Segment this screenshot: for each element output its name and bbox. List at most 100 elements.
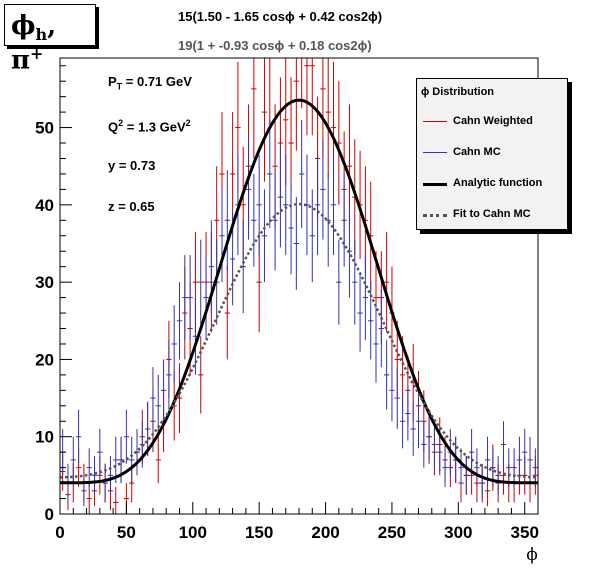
y-tick-label: 50 <box>35 119 54 138</box>
data-point <box>288 181 294 275</box>
data-point <box>522 428 528 476</box>
data-point <box>224 170 230 271</box>
data-point <box>251 58 257 159</box>
y-tick-label: 40 <box>35 196 54 215</box>
info-q2: Q2 = 1.3 GeV2 <box>108 118 191 135</box>
data-point <box>261 189 268 283</box>
data-point <box>383 340 390 410</box>
data-point <box>410 401 416 457</box>
data-point <box>182 255 188 341</box>
data-point <box>405 386 411 441</box>
info-pt: PT = 0.71 GeV <box>108 74 192 92</box>
data-point <box>155 436 161 484</box>
data-point <box>474 448 480 487</box>
data-point <box>484 436 491 484</box>
legend-item-fit-mc: Fit to Cahn MC <box>417 206 567 222</box>
data-point <box>362 255 369 341</box>
legend: ϕ Distribution Cahn Weighted Cahn MC Ana… <box>416 78 568 230</box>
y-tick-label: 20 <box>35 350 54 369</box>
legend-header: ϕ Distribution <box>417 84 567 100</box>
y-tick-label: 10 <box>35 428 54 447</box>
legend-header-label: ϕ Distribution <box>421 86 495 98</box>
data-point <box>399 394 406 449</box>
data-point <box>299 119 305 229</box>
data-point <box>144 401 151 457</box>
data-point <box>336 239 342 325</box>
analytic-fit-formula: 15(1.50 - 1.65 cosϕ + 0.42 cos2ϕ) <box>178 9 383 24</box>
legend-item-analytic: Analytic function <box>417 175 567 191</box>
data-point <box>70 436 76 484</box>
data-point <box>495 456 501 495</box>
data-point <box>309 58 315 136</box>
data-point <box>511 448 517 487</box>
data-point <box>352 239 358 325</box>
data-point <box>293 197 299 290</box>
data-point <box>325 58 331 178</box>
data-point <box>123 409 130 464</box>
data-point <box>500 421 507 468</box>
x-tick-label: 300 <box>444 523 472 542</box>
data-point <box>479 467 485 499</box>
data-point <box>383 231 390 333</box>
data-point <box>160 359 167 422</box>
data-point <box>91 456 98 495</box>
data-point <box>267 57 273 124</box>
data-point <box>320 139 326 240</box>
legend-label: Cahn MC <box>453 146 501 158</box>
legend-swatch-blue <box>423 152 447 153</box>
title-phi: ϕ <box>11 11 36 41</box>
data-point <box>176 282 183 360</box>
legend-label: Cahn Weighted <box>453 115 533 127</box>
legend-swatch-dotted <box>423 214 447 217</box>
data-point <box>458 448 464 487</box>
data-point <box>187 255 193 341</box>
data-point <box>166 340 172 410</box>
y-tick-label: 0 <box>45 505 54 524</box>
data-point <box>431 421 438 468</box>
data-point <box>426 413 432 460</box>
data-point <box>330 154 337 256</box>
data-point <box>468 428 475 476</box>
data-point <box>113 436 119 484</box>
title-sup-plus: + <box>30 44 44 64</box>
data-point <box>378 289 384 368</box>
data-point <box>293 58 299 151</box>
data-point <box>442 448 448 487</box>
data-point <box>304 58 310 136</box>
data-point <box>150 367 156 429</box>
x-tick-label: 50 <box>117 523 136 542</box>
mc-fit-formula: 19(1 + -0.93 cosϕ + 0.18 cos2ϕ) <box>178 38 372 53</box>
data-point <box>421 421 427 468</box>
x-tick-label: 0 <box>55 523 64 542</box>
data-point <box>261 58 268 182</box>
data-point <box>527 436 533 484</box>
x-tick-label: 200 <box>311 523 339 542</box>
data-point <box>113 486 119 514</box>
legend-swatch-black <box>423 183 447 186</box>
data-point <box>463 456 469 495</box>
legend-label: Analytic function <box>453 177 543 189</box>
data-point <box>219 189 225 283</box>
data-point <box>86 448 92 487</box>
legend-swatch-red <box>423 121 447 122</box>
data-point <box>283 154 289 256</box>
data-point <box>506 448 512 487</box>
info-z: z = 0.65 <box>108 199 155 214</box>
data-point <box>97 428 103 476</box>
data-point <box>357 274 363 352</box>
data-point <box>224 266 230 360</box>
data-point <box>86 483 92 514</box>
data-point <box>325 173 331 267</box>
legend-item-cahn-weighted: Cahn Weighted <box>417 113 567 129</box>
y-tick-label: 30 <box>35 273 54 292</box>
histogram-title-box: ϕh, π+ <box>4 4 96 76</box>
data-point <box>75 409 82 464</box>
x-axis-label: ϕ <box>526 545 538 565</box>
data-point <box>272 170 278 271</box>
data-point <box>171 305 177 383</box>
data-point <box>251 173 257 267</box>
data-point <box>267 119 273 229</box>
x-tick-label: 150 <box>245 523 273 542</box>
data-point <box>415 394 422 449</box>
